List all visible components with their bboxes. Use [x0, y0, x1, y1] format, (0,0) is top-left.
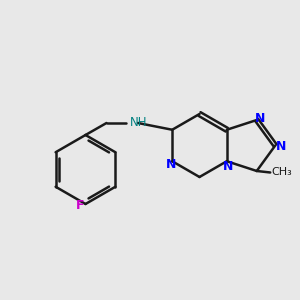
- Text: CH₃: CH₃: [272, 167, 292, 178]
- Text: N: N: [255, 112, 266, 125]
- Text: N: N: [166, 158, 176, 171]
- Text: N: N: [223, 160, 233, 173]
- Text: NH: NH: [130, 116, 147, 129]
- Text: F: F: [76, 199, 84, 212]
- Text: N: N: [275, 140, 286, 154]
